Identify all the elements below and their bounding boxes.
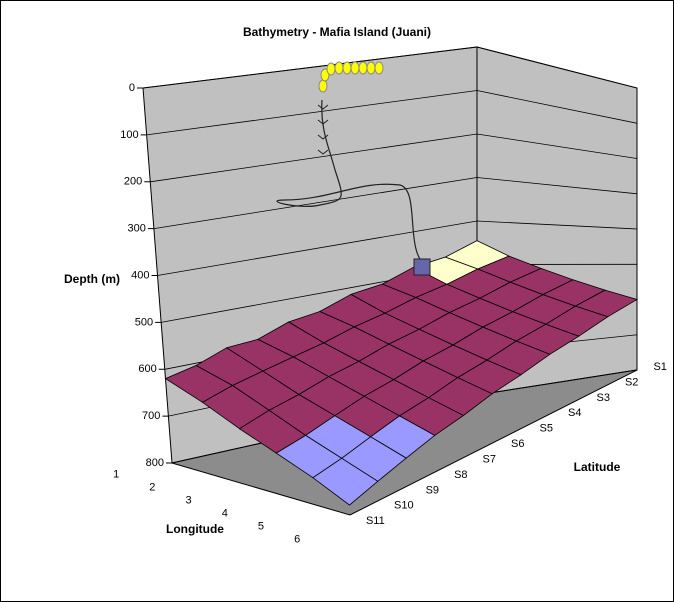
x-tick-label: 5 bbox=[258, 521, 264, 533]
z-tick-label: S1 bbox=[653, 361, 666, 373]
x-tick-label: 6 bbox=[294, 534, 300, 546]
x-tick-label: 2 bbox=[149, 481, 155, 493]
y-tick-label: 800 bbox=[146, 457, 164, 469]
chart-title: Bathymetry - Mafia Island (Juani) bbox=[243, 25, 431, 39]
x-tick-label: 1 bbox=[113, 468, 119, 480]
y-tick-label: 0 bbox=[129, 82, 135, 94]
z-axis-title: Latitude bbox=[574, 460, 621, 474]
y-tick-label: 300 bbox=[128, 223, 146, 235]
y-tick-label: 600 bbox=[138, 363, 156, 375]
z-tick-label: S2 bbox=[625, 376, 638, 388]
z-tick-label: S6 bbox=[511, 438, 524, 450]
z-tick-label: S10 bbox=[394, 500, 414, 512]
z-tick-label: S11 bbox=[366, 515, 385, 527]
z-tick-label: S5 bbox=[540, 423, 553, 435]
z-tick-label: S9 bbox=[426, 484, 439, 496]
y-tick-label: 700 bbox=[142, 410, 160, 422]
y-tick-label: 200 bbox=[124, 176, 142, 188]
chart: 0 100 200 300 400 500 600 700 800 Bathymetry - M… bbox=[0, 0, 674, 602]
z-tick-label: S4 bbox=[568, 407, 581, 419]
x-tick-label: 3 bbox=[186, 495, 192, 507]
y-axis-title: Depth (m) bbox=[64, 272, 120, 286]
y-tick-label: 500 bbox=[135, 316, 153, 328]
x-tick-label: 4 bbox=[222, 508, 228, 520]
y-tick-label: 100 bbox=[120, 129, 138, 141]
z-tick-label: S8 bbox=[454, 469, 467, 481]
z-tick-label: S3 bbox=[596, 392, 609, 404]
y-tick-label: 400 bbox=[131, 269, 149, 281]
x-axis-title: Longitude bbox=[166, 522, 224, 536]
anchor-box bbox=[414, 259, 430, 275]
z-tick-label: S7 bbox=[483, 453, 496, 465]
